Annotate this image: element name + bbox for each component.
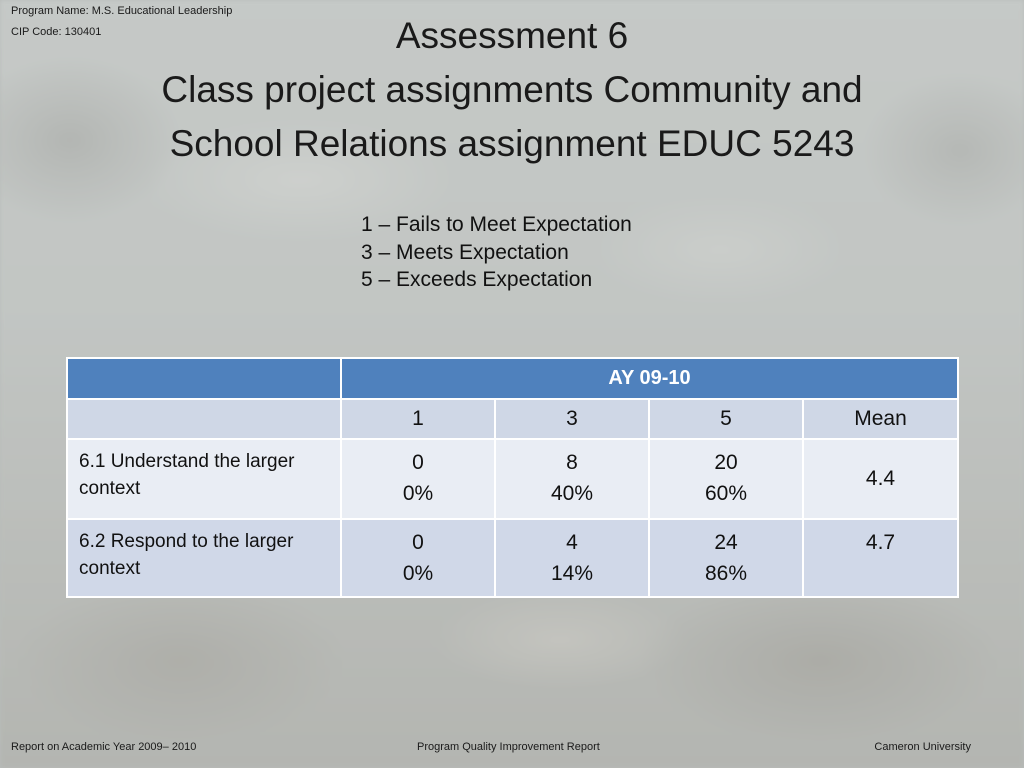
score-percent: 0% xyxy=(402,562,434,585)
score-percent: 60% xyxy=(704,482,748,505)
legend-item: 1 – Fails to Meet Expectation xyxy=(361,213,632,236)
table-row: 6.1 Understand the larger context 0 0% 8… xyxy=(66,438,960,520)
title-line-1: Assessment 6 xyxy=(395,15,629,56)
score-count: 4 xyxy=(566,531,578,554)
row-label: 6.2 Respond to the larger context xyxy=(66,518,342,598)
score-3-cell: 4 14% xyxy=(494,518,650,598)
title-line-2: Class project assignments Community and xyxy=(161,69,863,110)
cip-code: CIP Code: 130401 xyxy=(11,26,102,38)
table-header-row: AY 09-10 xyxy=(66,357,960,400)
title-line-3: School Relations assignment EDUC 5243 xyxy=(169,123,855,164)
footer-institution: Cameron University xyxy=(874,741,971,753)
score-1-cell: 0 0% xyxy=(340,518,496,598)
header-empty-cell xyxy=(66,357,342,400)
subheader-empty-cell xyxy=(66,398,342,440)
score-5-cell: 24 86% xyxy=(648,518,804,598)
score-percent: 0% xyxy=(402,482,434,505)
score-count: 20 xyxy=(714,451,738,474)
legend-item: 5 – Exceeds Expectation xyxy=(361,268,593,291)
score-percent: 40% xyxy=(550,482,594,505)
row-label: 6.1 Understand the larger context xyxy=(66,438,342,520)
rating-legend: 1 – Fails to Meet Expectation 3 – Meets … xyxy=(361,211,632,294)
score-1-cell: 0 0% xyxy=(340,438,496,520)
mean-cell: 4.7 xyxy=(801,518,960,598)
score-percent: 86% xyxy=(704,562,748,585)
score-count: 8 xyxy=(566,451,578,474)
footer-academic-year: Report on Academic Year 2009– 2010 xyxy=(11,741,197,753)
table-row: 6.2 Respond to the larger context 0 0% 4… xyxy=(66,518,960,598)
legend-item: 3 – Meets Expectation xyxy=(361,240,569,264)
assessment-table: AY 09-10 1 3 5 Mean 6.1 Understand the l… xyxy=(66,357,960,598)
column-header-5: 5 xyxy=(648,398,804,440)
academic-year-header: AY 09-10 xyxy=(339,357,960,400)
score-count: 24 xyxy=(714,531,738,554)
score-percent: 14% xyxy=(550,562,594,585)
column-header-3: 3 xyxy=(494,398,650,440)
program-name: Program Name: M.S. Educational Leadershi… xyxy=(11,5,233,17)
score-3-cell: 8 40% xyxy=(494,438,650,520)
table-subheader-row: 1 3 5 Mean xyxy=(66,398,960,440)
column-header-1: 1 xyxy=(340,398,496,440)
footer-report-title: Program Quality Improvement Report xyxy=(417,741,600,753)
mean-cell: 4.4 xyxy=(801,438,960,520)
score-count: 0 xyxy=(412,531,424,554)
score-count: 0 xyxy=(412,451,424,474)
score-5-cell: 20 60% xyxy=(648,438,804,520)
column-header-mean: Mean xyxy=(801,398,960,440)
